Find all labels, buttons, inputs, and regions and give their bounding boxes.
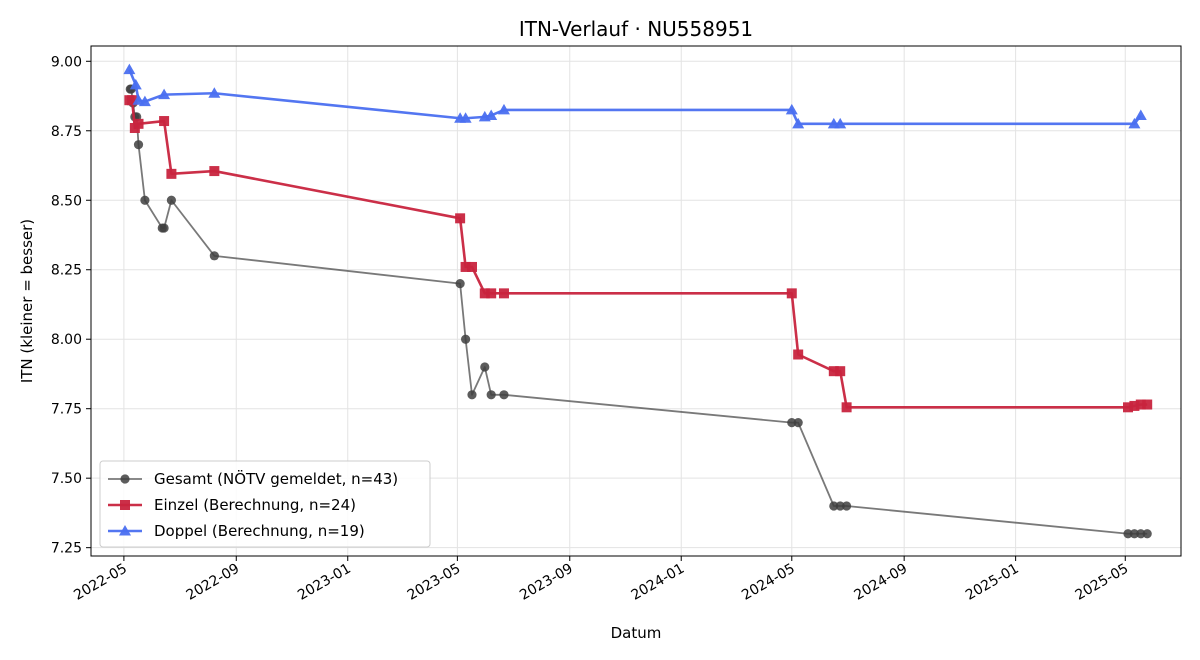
legend-entry: Einzel (Berechnung, n=24) bbox=[108, 496, 356, 514]
point-marker bbox=[166, 195, 177, 205]
point-marker bbox=[209, 166, 220, 177]
point-marker bbox=[129, 78, 142, 90]
point-marker bbox=[841, 402, 852, 413]
point-marker bbox=[1129, 529, 1140, 539]
chart-title: ITN-Verlauf · NU558951 bbox=[519, 17, 753, 41]
legend-label: Gesamt (NÖTV gemeldet, n=43) bbox=[154, 469, 398, 488]
point-marker bbox=[793, 349, 804, 360]
point-marker bbox=[133, 140, 144, 150]
point-marker bbox=[1123, 529, 1133, 539]
point-marker bbox=[459, 112, 472, 123]
point-marker bbox=[120, 474, 130, 484]
point-marker bbox=[127, 95, 138, 106]
point-marker bbox=[497, 103, 510, 115]
point-marker bbox=[787, 417, 797, 428]
point-marker bbox=[159, 116, 170, 127]
point-marker bbox=[499, 390, 509, 400]
x-tick-label: 2025-01 bbox=[963, 561, 1022, 604]
point-marker bbox=[123, 63, 136, 75]
y-tick-label: 7.50 bbox=[51, 471, 82, 487]
point-marker bbox=[479, 288, 490, 299]
point-marker bbox=[133, 118, 144, 129]
point-marker bbox=[829, 501, 839, 511]
point-marker bbox=[835, 366, 846, 377]
point-marker bbox=[486, 288, 497, 299]
point-marker bbox=[1134, 109, 1147, 120]
y-tick-label: 8.50 bbox=[51, 193, 82, 209]
x-tick-label: 2023-01 bbox=[295, 561, 354, 604]
point-marker bbox=[209, 251, 219, 261]
point-marker bbox=[466, 261, 477, 272]
point-marker bbox=[140, 195, 150, 205]
point-marker bbox=[166, 168, 177, 179]
point-marker bbox=[834, 117, 847, 129]
plot-frame bbox=[90, 45, 1182, 557]
point-marker bbox=[467, 390, 477, 400]
legend-label: Einzel (Berechnung, n=24) bbox=[154, 496, 356, 514]
point-marker bbox=[1123, 402, 1134, 413]
point-marker bbox=[208, 87, 221, 98]
y-tick-label: 7.25 bbox=[51, 541, 82, 557]
series-line bbox=[128, 69, 1142, 126]
legend-box bbox=[99, 460, 431, 548]
point-marker bbox=[835, 501, 845, 511]
series-layer bbox=[123, 63, 1153, 539]
point-marker bbox=[486, 390, 496, 400]
legend: Gesamt (NÖTV gemeldet, n=43) Einzel (Bere… bbox=[99, 460, 431, 548]
point-marker bbox=[1129, 400, 1140, 411]
x-tick-label: 2023-09 bbox=[517, 561, 576, 604]
series-triangle bbox=[123, 63, 1147, 129]
point-marker bbox=[138, 95, 151, 107]
legend-label: Doppel (Berechnung, n=19) bbox=[154, 522, 365, 540]
x-tick-label: 2022-09 bbox=[184, 561, 243, 604]
y-axis: 7.25 7.50 7.75 8.00 8.25 8.50 8.75 9.00 bbox=[51, 54, 91, 557]
point-marker bbox=[480, 362, 490, 372]
legend-entry: Doppel (Berechnung, n=19) bbox=[108, 522, 365, 540]
point-marker bbox=[485, 109, 498, 120]
point-marker bbox=[455, 213, 466, 224]
point-marker bbox=[1136, 529, 1146, 539]
point-marker bbox=[793, 417, 803, 428]
point-marker bbox=[785, 103, 798, 115]
y-tick-label: 9.00 bbox=[51, 54, 82, 70]
point-marker bbox=[461, 334, 471, 344]
legend-entry: Gesamt (NÖTV gemeldet, n=43) bbox=[108, 469, 398, 488]
point-marker bbox=[841, 501, 852, 511]
point-marker bbox=[828, 366, 839, 377]
y-tick-label: 7.75 bbox=[51, 402, 82, 418]
y-tick-label: 8.00 bbox=[51, 332, 82, 348]
y-tick-label: 8.25 bbox=[51, 263, 82, 279]
point-marker bbox=[159, 223, 169, 233]
point-marker bbox=[786, 288, 797, 299]
point-marker bbox=[119, 525, 131, 536]
x-tick-label: 2023-05 bbox=[405, 561, 464, 604]
point-marker bbox=[1142, 399, 1153, 410]
point-marker bbox=[1142, 529, 1152, 539]
x-tick-label: 2025-05 bbox=[1073, 561, 1132, 604]
point-marker bbox=[1135, 399, 1146, 410]
series-square bbox=[124, 95, 1153, 413]
x-tick-label: 2024-09 bbox=[851, 561, 910, 604]
point-marker bbox=[792, 117, 805, 129]
x-axis-label: Datum bbox=[611, 624, 662, 642]
point-marker bbox=[158, 88, 171, 100]
x-tick-label: 2024-01 bbox=[629, 561, 688, 604]
point-marker bbox=[120, 500, 130, 510]
x-tick-label: 2022-05 bbox=[71, 561, 130, 604]
point-marker bbox=[460, 261, 471, 272]
point-marker bbox=[498, 288, 509, 299]
y-tick-label: 8.75 bbox=[51, 124, 82, 140]
series-line bbox=[129, 98, 1148, 409]
x-tick-label: 2024-05 bbox=[739, 561, 798, 604]
point-marker bbox=[455, 279, 465, 289]
point-marker bbox=[1128, 117, 1141, 129]
y-axis-label: ITN (kleiner = besser) bbox=[18, 219, 36, 383]
x-axis: 2022-05 2022-09 2023-01 2023-05 2023-09 2024-… bbox=[71, 556, 1131, 604]
